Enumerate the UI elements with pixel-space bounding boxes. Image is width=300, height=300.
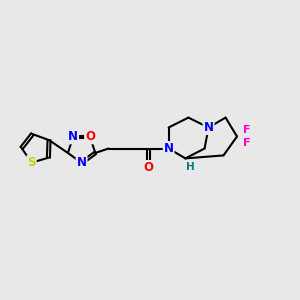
Text: S: S	[27, 156, 36, 169]
Text: H: H	[185, 162, 194, 172]
Text: N: N	[68, 130, 78, 143]
Text: O: O	[85, 130, 95, 143]
Text: N: N	[203, 121, 214, 134]
Text: F: F	[243, 138, 250, 148]
Text: F: F	[243, 125, 250, 135]
Text: N: N	[164, 142, 174, 155]
Text: O: O	[143, 161, 154, 174]
Text: N: N	[76, 156, 87, 170]
